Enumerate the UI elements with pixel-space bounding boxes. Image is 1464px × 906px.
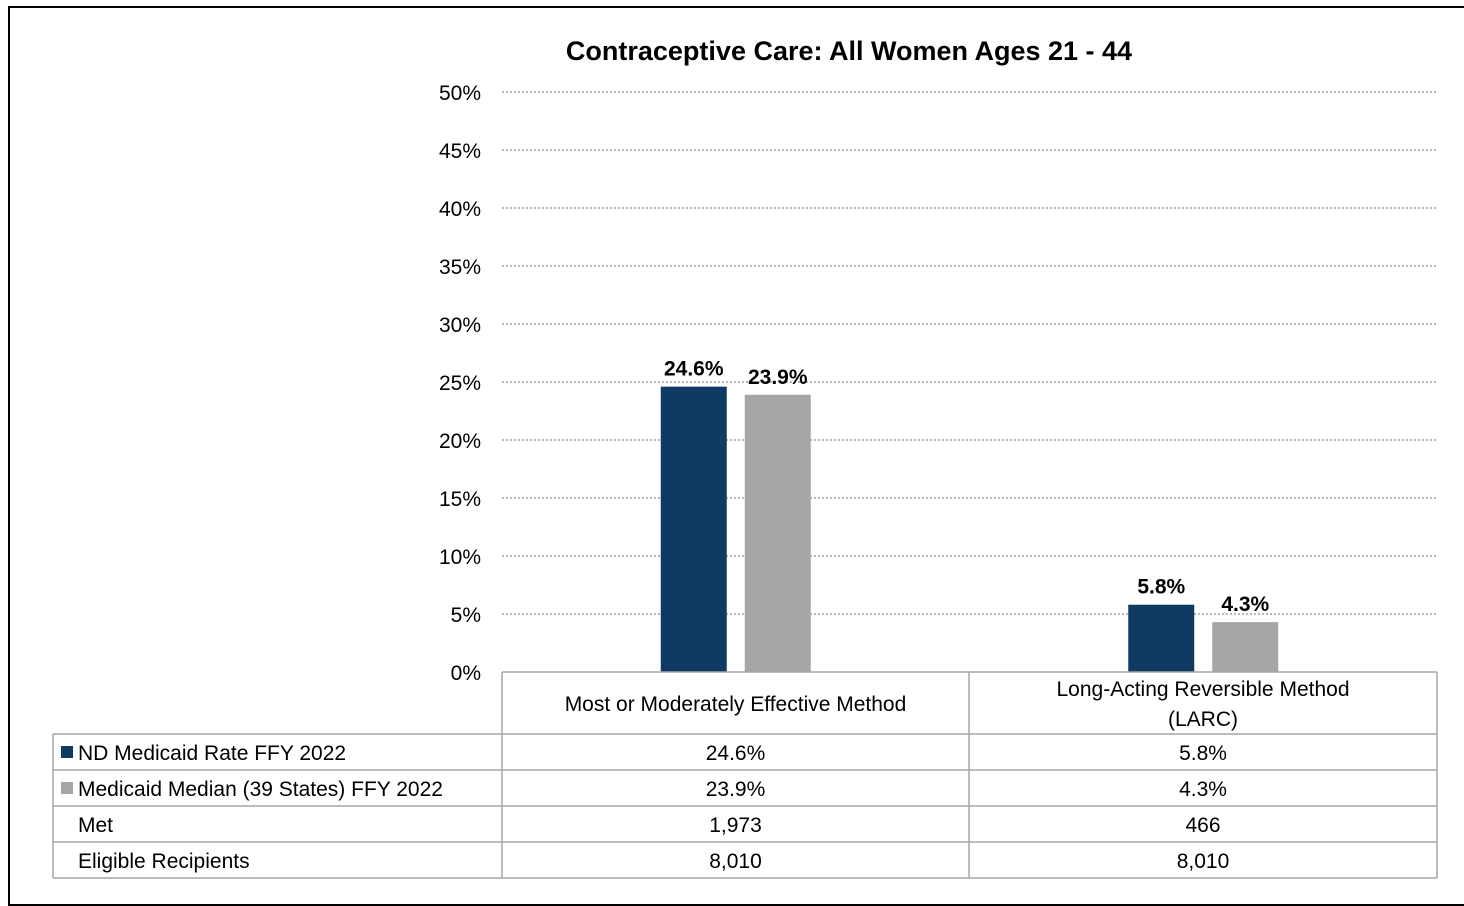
- table-row-label: ND Medicaid Rate FFY 2022: [78, 742, 346, 765]
- y-tick-label: 45%: [439, 140, 481, 163]
- y-tick-label: 20%: [439, 430, 481, 453]
- table-cell: 1,973: [709, 814, 762, 837]
- gridlines: [502, 91, 1437, 615]
- y-tick-label: 30%: [439, 314, 481, 337]
- bar: [1212, 622, 1279, 672]
- table-cell: 466: [1185, 814, 1220, 837]
- data-label: 4.3%: [1221, 593, 1269, 616]
- y-tick-label: 40%: [439, 198, 481, 221]
- y-tick-label: 15%: [439, 488, 481, 511]
- y-tick-label: 0%: [451, 662, 481, 685]
- bar: [744, 394, 811, 672]
- y-tick-label: 50%: [439, 82, 481, 105]
- table-cell: 23.9%: [706, 778, 766, 801]
- category-label: Most or Moderately Effective Method: [565, 693, 907, 716]
- table-row-label: Medicaid Median (39 States) FFY 2022: [78, 778, 443, 801]
- y-tick-label: 5%: [451, 604, 481, 627]
- table-row-label: Eligible Recipients: [78, 850, 250, 873]
- category-label: Long-Acting Reversible Method: [1057, 678, 1350, 701]
- y-tick-label: 25%: [439, 372, 481, 395]
- category-label: (LARC): [1168, 708, 1238, 731]
- data-table: Most or Moderately Effective Method Long-…: [52, 671, 1438, 879]
- bar-chart: Contraceptive Care: All Women Ages 21 - …: [52, 36, 1438, 879]
- bars: [660, 386, 1279, 672]
- legend-key: [61, 782, 73, 794]
- legend-key: [61, 746, 73, 758]
- data-label: 5.8%: [1137, 576, 1185, 599]
- chart-title: Contraceptive Care: All Women Ages 21 - …: [566, 36, 1132, 66]
- bar: [1128, 604, 1195, 672]
- y-axis: 0% 5% 10% 15% 20% 25% 30% 35% 40% 45% 50%: [439, 82, 481, 685]
- table-cell: 8,010: [709, 850, 762, 873]
- y-tick-label: 10%: [439, 546, 481, 569]
- table-cell: 4.3%: [1179, 778, 1227, 801]
- data-label: 24.6%: [664, 358, 724, 381]
- table-cell: 24.6%: [706, 742, 766, 765]
- data-labels: 24.6% 23.9% 5.8% 4.3%: [664, 358, 1270, 616]
- data-label: 23.9%: [748, 366, 808, 389]
- table-cell: 5.8%: [1179, 742, 1227, 765]
- y-tick-label: 35%: [439, 256, 481, 279]
- table-row-label: Met: [78, 814, 113, 837]
- bar: [660, 386, 727, 672]
- table-cell: 8,010: [1177, 850, 1230, 873]
